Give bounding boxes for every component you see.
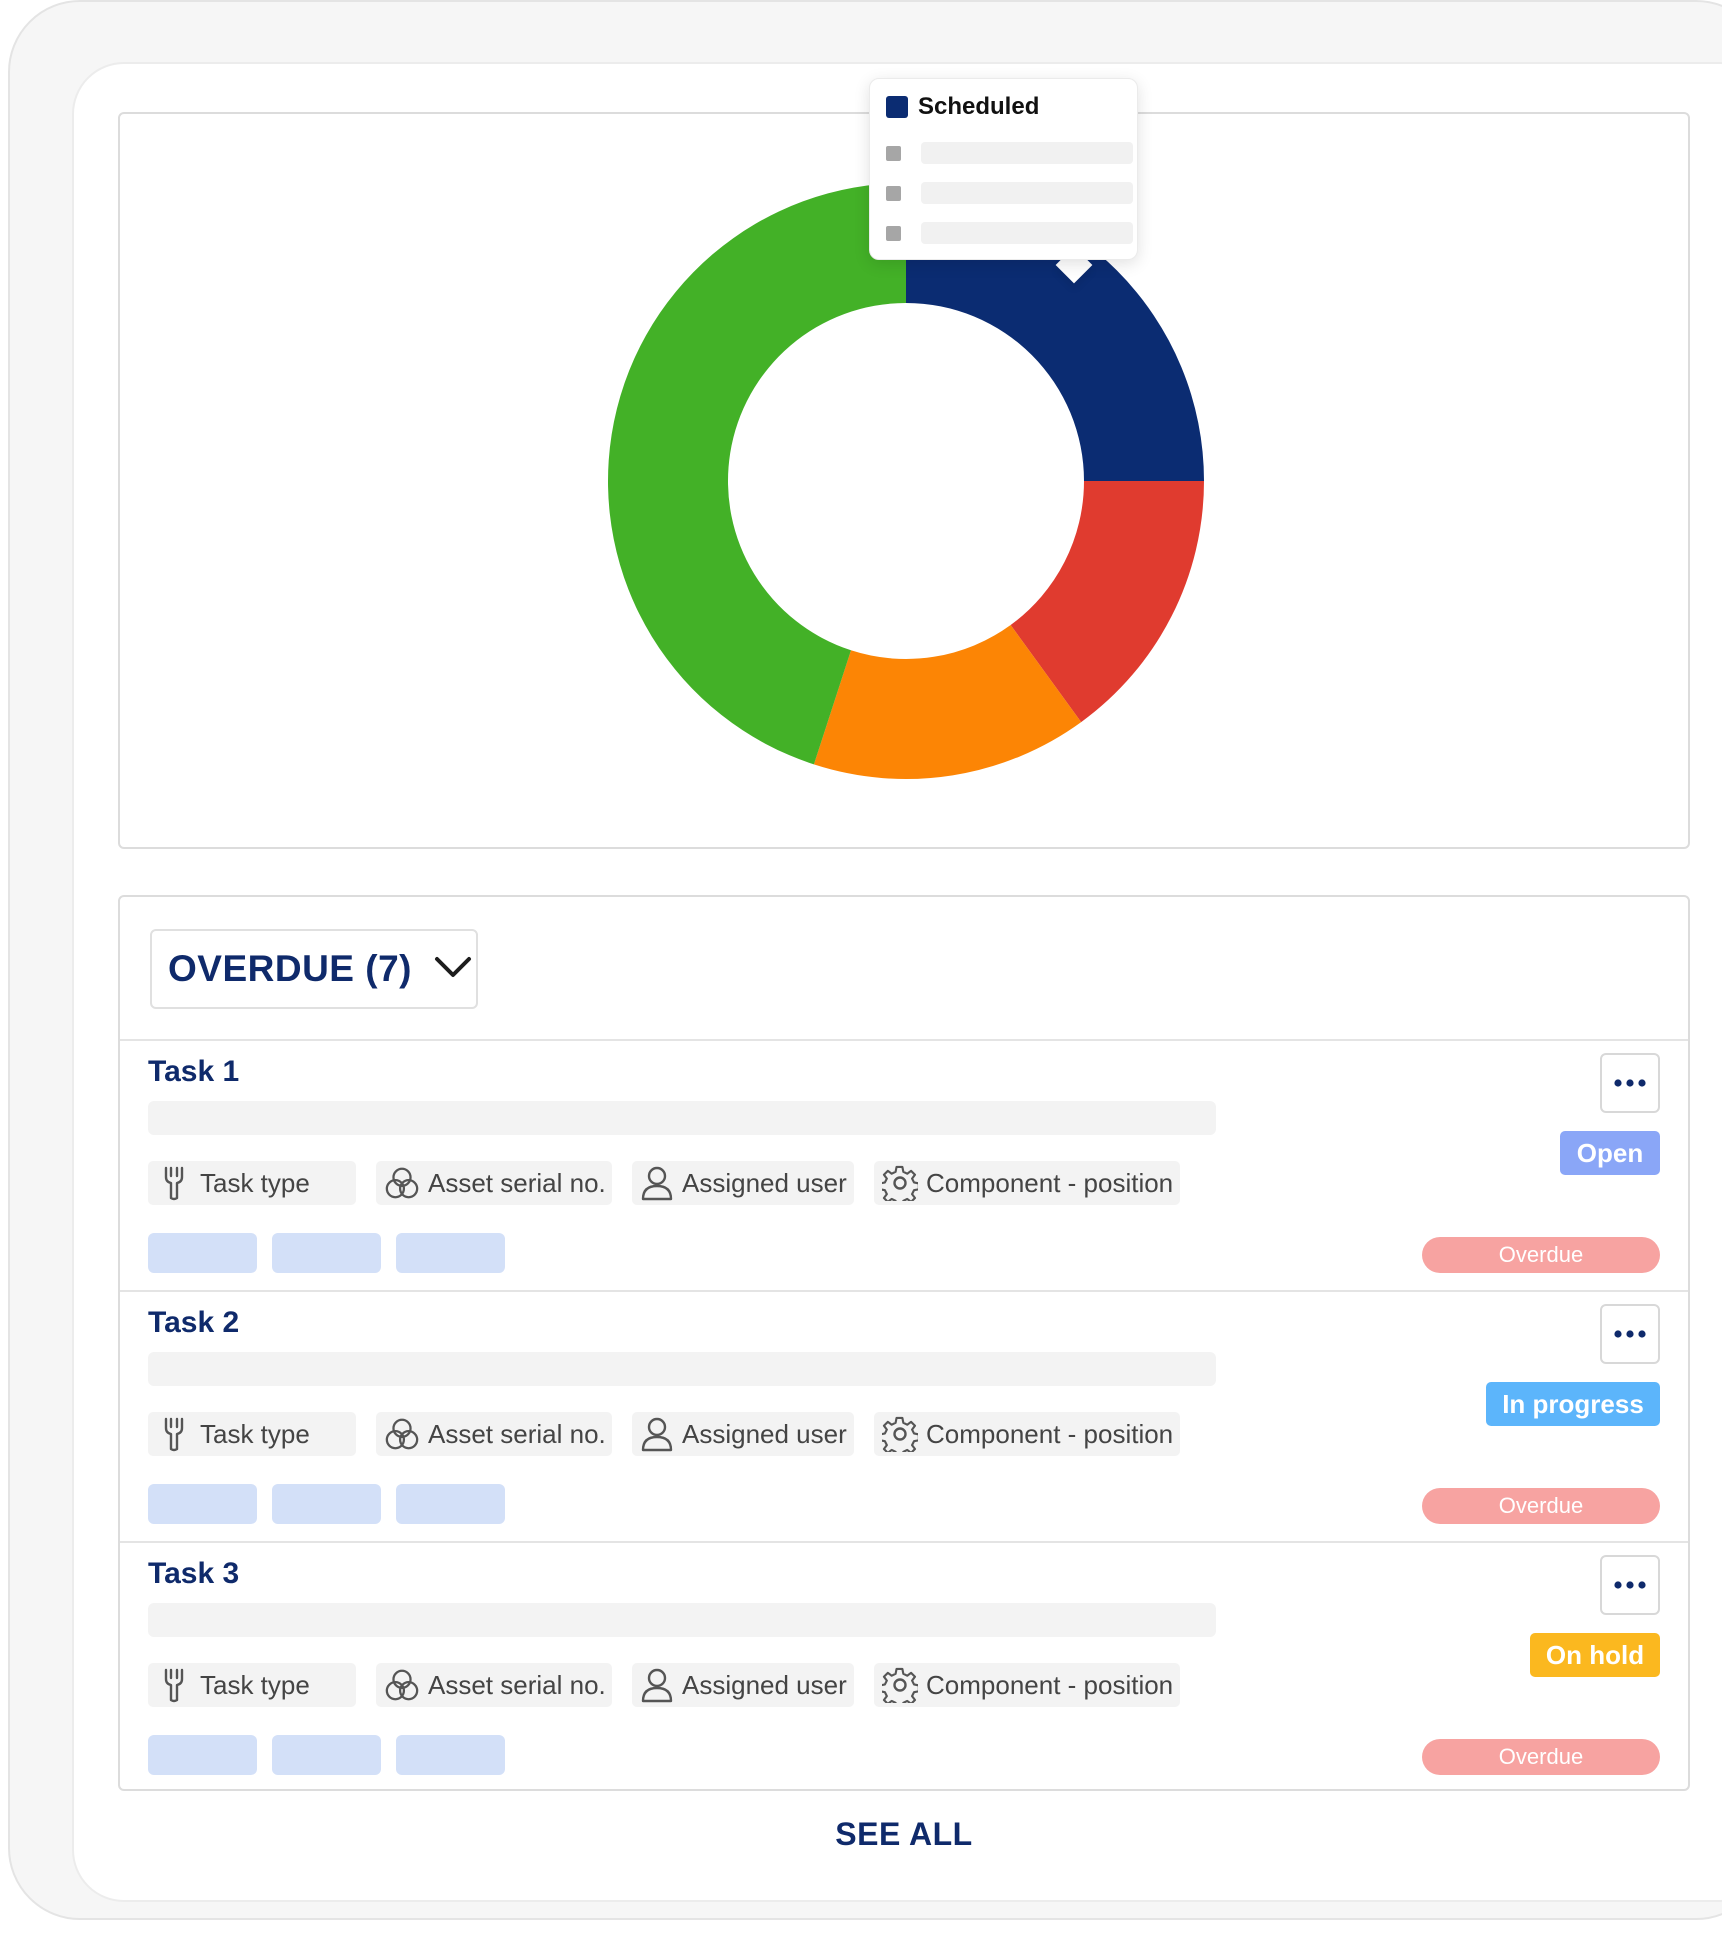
task-type-text: Task type (200, 1418, 310, 1449)
task-title[interactable]: Task 2 (148, 1306, 240, 1339)
asset-serial-chip: Asset serial no. (376, 1161, 612, 1205)
assigned-user-text: Assigned user (682, 1669, 847, 1700)
see-all-link[interactable]: SEE ALL (835, 1816, 973, 1852)
filter-dropdown-label: OVERDUE (7) (168, 948, 412, 989)
tooltip-label: Scheduled (918, 93, 1040, 120)
more-options-button[interactable] (1600, 1555, 1660, 1615)
user-icon (640, 1165, 674, 1201)
gear-icon (882, 1416, 918, 1452)
overdue-badge: Overdue (1422, 1739, 1660, 1775)
tooltip-placeholder-bar (921, 142, 1133, 164)
chart-card: Scheduled (118, 78, 1690, 849)
status-label: Open (1576, 1137, 1644, 1168)
task-row[interactable]: Task 3 Task type Asset serial no. Assign… (120, 1543, 1688, 1793)
gear-icon (882, 1165, 918, 1201)
asset-serial-chip: Asset serial no. (376, 1412, 612, 1456)
component-position-text: Component - position (926, 1167, 1174, 1198)
assigned-user-chip: Assigned user (632, 1663, 854, 1707)
tag-placeholder (396, 1735, 505, 1775)
status-label: On hold (1545, 1639, 1645, 1670)
task-title[interactable]: Task 3 (148, 1557, 240, 1590)
asset-serial-chip: Asset serial no. (376, 1663, 612, 1707)
tooltip-placeholder-bar (921, 222, 1133, 244)
overdue-badge: Overdue (1422, 1237, 1660, 1273)
assets-icon (384, 1667, 420, 1703)
task-type-chip: Task type (148, 1412, 356, 1456)
tooltip-swatch (886, 96, 908, 118)
task-description-placeholder (148, 1603, 1216, 1637)
assets-icon (384, 1416, 420, 1452)
tag-placeholder (272, 1233, 381, 1273)
task-title[interactable]: Task 1 (148, 1055, 240, 1088)
divider (120, 1290, 1688, 1292)
user-icon (640, 1667, 674, 1703)
task-type-chip: Task type (148, 1663, 356, 1707)
tooltip-placeholder-swatch (886, 225, 901, 241)
task-type-chip: Task type (148, 1161, 356, 1205)
component-position-chip: Component - position (874, 1663, 1180, 1707)
status-badge: In progress (1486, 1382, 1660, 1426)
tag-placeholder (272, 1735, 381, 1775)
ellipsis-icon (1614, 1330, 1646, 1338)
donut-slice-2[interactable] (813, 625, 1082, 779)
asset-serial-text: Asset serial no. (428, 1167, 606, 1198)
component-position-text: Component - position (926, 1418, 1174, 1449)
ellipsis-icon (1614, 1581, 1646, 1589)
overdue-label: Overdue (1498, 1744, 1584, 1769)
component-position-chip: Component - position (874, 1412, 1180, 1456)
overdue-label: Overdue (1498, 1242, 1584, 1267)
asset-serial-text: Asset serial no. (428, 1669, 606, 1700)
status-badge: On hold (1530, 1633, 1660, 1677)
tag-placeholder (148, 1484, 257, 1524)
tag-placeholder (148, 1735, 257, 1775)
divider (120, 1039, 1688, 1041)
tag-placeholder (148, 1233, 257, 1273)
component-position-chip: Component - position (874, 1161, 1180, 1205)
chevron-down-icon (434, 955, 472, 984)
tag-placeholder (272, 1484, 381, 1524)
chart-tooltip: Scheduled (869, 78, 1138, 260)
more-options-button[interactable] (1600, 1053, 1660, 1113)
filter-dropdown[interactable]: OVERDUE (7) (150, 929, 478, 1009)
task-row[interactable]: Task 2 Task type Asset serial no. Assign… (120, 1292, 1688, 1542)
assets-icon (384, 1165, 420, 1201)
assigned-user-text: Assigned user (682, 1418, 847, 1449)
task-description-placeholder (148, 1101, 1216, 1135)
tag-placeholder (396, 1233, 505, 1273)
task-type-text: Task type (200, 1167, 310, 1198)
divider (120, 1541, 1688, 1543)
task-row[interactable]: Task 1 Task type Asset serial no. Assign… (120, 1041, 1688, 1291)
component-position-text: Component - position (926, 1669, 1174, 1700)
gear-icon (882, 1667, 918, 1703)
user-icon (640, 1416, 674, 1452)
task-type-text: Task type (200, 1669, 310, 1700)
assigned-user-chip: Assigned user (632, 1412, 854, 1456)
task-list-card: OVERDUE (7) Task 1 Task type Asset seria… (118, 895, 1690, 1791)
tooltip-placeholder-bar (921, 182, 1133, 204)
ellipsis-icon (1614, 1079, 1646, 1087)
more-options-button[interactable] (1600, 1304, 1660, 1364)
donut-slice-3[interactable] (608, 183, 906, 765)
tooltip-placeholder-swatch (886, 145, 901, 161)
status-badge: Open (1560, 1131, 1660, 1175)
overdue-label: Overdue (1498, 1493, 1584, 1518)
tag-placeholder (396, 1484, 505, 1524)
tooltip-placeholder-swatch (886, 185, 901, 201)
wrench-icon (156, 1165, 192, 1201)
asset-serial-text: Asset serial no. (428, 1418, 606, 1449)
task-description-placeholder (148, 1352, 1216, 1386)
assigned-user-text: Assigned user (682, 1167, 847, 1198)
status-label: In progress (1502, 1388, 1644, 1419)
assigned-user-chip: Assigned user (632, 1161, 854, 1205)
wrench-icon (156, 1416, 192, 1452)
donut-slice-1[interactable] (1010, 481, 1204, 723)
wrench-icon (156, 1667, 192, 1703)
overdue-badge: Overdue (1422, 1488, 1660, 1524)
